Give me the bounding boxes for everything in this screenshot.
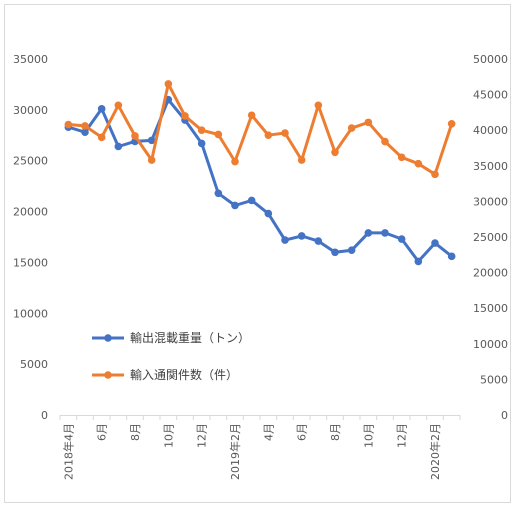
series-line-1 [66,82,454,176]
x-tick-label: 10月 [362,423,375,448]
right-axis-ticks: 0 5000 10000 15000 20000 25000 30000 35000 40000… [473,53,508,422]
series-1-point [314,101,323,110]
right-tick-label: 15000 [473,302,508,315]
x-tick-label: 2019年2月 [228,423,242,480]
chart-frame [4,4,511,503]
series-1-point [331,148,339,157]
series-0-point [197,139,206,148]
x-tick-label: 8月 [129,423,142,441]
right-tick-label: 5000 [480,373,508,386]
legend-swatch-export-marker [104,334,112,342]
series-0-point [247,196,256,205]
x-tick-label: 2020年2月 [428,423,442,480]
legend-entry-export: 輸出混載重量（トン） [92,330,250,345]
left-tick-label: 20000 [13,206,48,219]
legend-label-export: 輸出混載重量（トン） [130,330,250,345]
x-tick-label: 12月 [196,423,209,448]
right-tick-label: 30000 [473,195,508,208]
series-1-point [281,129,289,137]
series-0-point [97,105,106,113]
series-0-point [297,232,306,240]
x-axis-ticks: 2018年4月 6月 8月 10月 12月 2019年2月 4月 6月 8月 10月 12月 2020… [59,415,461,480]
series-1-point [81,122,89,130]
series-0-point [397,235,406,243]
series-1-point [197,126,206,134]
left-tick-label: 5000 [20,358,48,371]
series-1-point [97,133,106,142]
left-tick-label: 25000 [13,155,48,168]
x-tick-label: 2018年4月 [61,423,75,480]
series-1-point [214,130,223,139]
series-1-point [181,112,189,120]
series-0-point [414,257,423,266]
series-1-point [381,137,389,146]
series-1-point [147,156,156,164]
left-tick-label: 0 [41,409,48,422]
series-0-point [347,246,356,255]
series-0-point [231,201,239,210]
series-0-point [381,229,389,237]
right-tick-label: 10000 [473,338,508,351]
series-1-point [431,170,439,179]
legend-label-import: 輸入通関件数（件） [130,367,238,382]
right-tick-label: 25000 [473,231,508,244]
left-tick-label: 35000 [13,53,48,66]
x-tick-label: 12月 [396,423,409,448]
series-0-point [364,229,373,237]
series-0-point [281,236,289,244]
series-1-point [264,131,273,139]
x-tick-label: 8月 [329,423,342,441]
series-0-point [81,128,89,137]
legend: 輸出混載重量（トン） 輸入通関件数（件） [92,330,250,382]
series-1-point [397,153,406,162]
series-1-point [414,159,423,168]
right-tick-label: 40000 [473,124,508,137]
x-tick-label: 10月 [162,423,175,448]
x-tick-label: 6月 [296,423,309,441]
legend-swatch-import-marker [104,371,112,379]
series-1-point [364,118,373,127]
series-1-point [64,120,73,129]
series-layer [64,80,456,266]
right-tick-label: 0 [501,409,508,422]
series-0-point [214,189,223,198]
series-0-point [447,252,456,261]
series-1-point [131,132,139,140]
series-1-point [164,80,173,88]
series-0-point [264,209,273,218]
left-axis-ticks: 0 5000 10000 15000 20000 25000 30000 35000 [13,53,48,422]
series-0-point [314,237,323,245]
left-tick-label: 30000 [13,104,48,117]
left-tick-label: 10000 [13,307,48,320]
right-tick-label: 35000 [473,160,508,173]
series-0-point [147,136,156,145]
right-tick-label: 45000 [473,89,508,102]
series-1-point [297,156,306,164]
right-tick-label: 50000 [473,53,508,66]
series-1-point [347,124,356,132]
series-0-point [431,239,439,247]
x-tick-label: 4月 [262,423,275,441]
series-1-point [247,111,256,120]
x-tick-label: 6月 [96,423,109,441]
right-tick-label: 20000 [473,267,508,280]
series-0-point [331,248,339,257]
legend-entry-import: 輸入通関件数（件） [92,367,238,382]
series-0-point [114,142,123,151]
series-1-point [231,157,239,166]
series-1-point [447,119,456,128]
series-1-point [114,101,123,110]
left-tick-label: 15000 [13,256,48,269]
